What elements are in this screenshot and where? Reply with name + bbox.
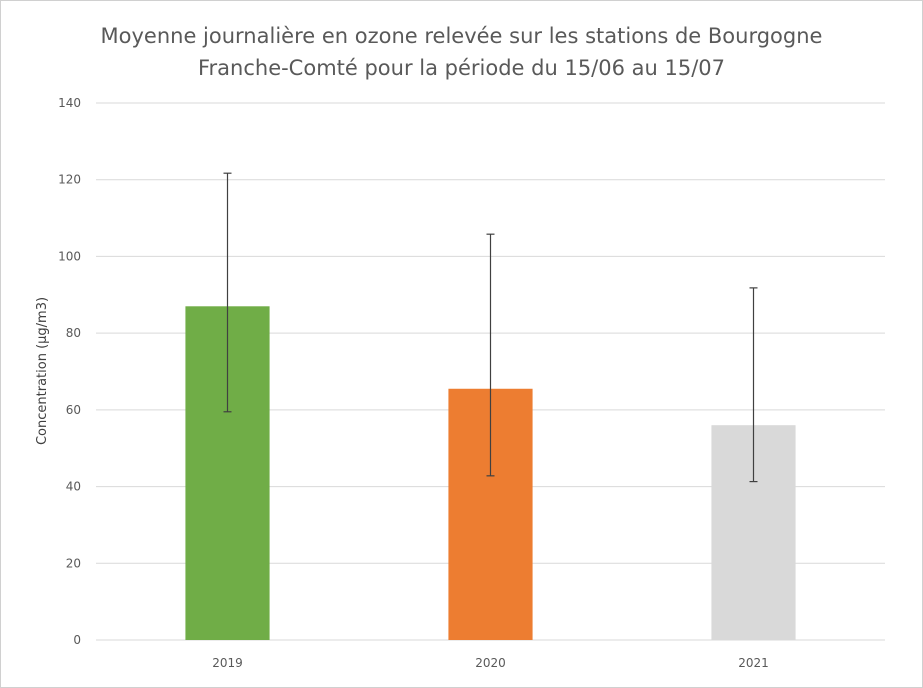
y-tick-label: 60 [66,403,81,417]
chart-title-line-1: Moyenne journalière en ozone relevée sur… [100,24,823,48]
chart-title: Moyenne journalière en ozone relevée sur… [0,20,923,84]
chart-title-line-2: Franche-Comté pour la période du 15/06 a… [197,56,726,80]
y-tick-label: 120 [58,173,81,187]
y-tick-label: 0 [73,633,81,647]
y-tick-label: 40 [66,480,81,494]
error-bars [223,172,758,483]
x-tick-label: 2019 [212,656,243,670]
y-tick-label: 80 [66,326,81,340]
error-bar-2021 [749,287,758,483]
x-tick-label: 2021 [738,656,769,670]
y-axis-label: Concentration (µg/m3) [35,297,50,445]
y-axis-ticks: 0 20 40 60 80 100 120 140 [58,96,81,647]
y-tick-label: 20 [66,556,81,570]
error-bar-2020 [486,233,495,477]
y-tick-label: 140 [58,96,81,110]
x-tick-label: 2020 [475,656,506,670]
error-bar-2019 [223,172,232,413]
x-axis-ticks: 2019 2020 2021 [212,656,769,670]
y-tick-label: 100 [58,249,81,263]
bars [185,306,796,640]
